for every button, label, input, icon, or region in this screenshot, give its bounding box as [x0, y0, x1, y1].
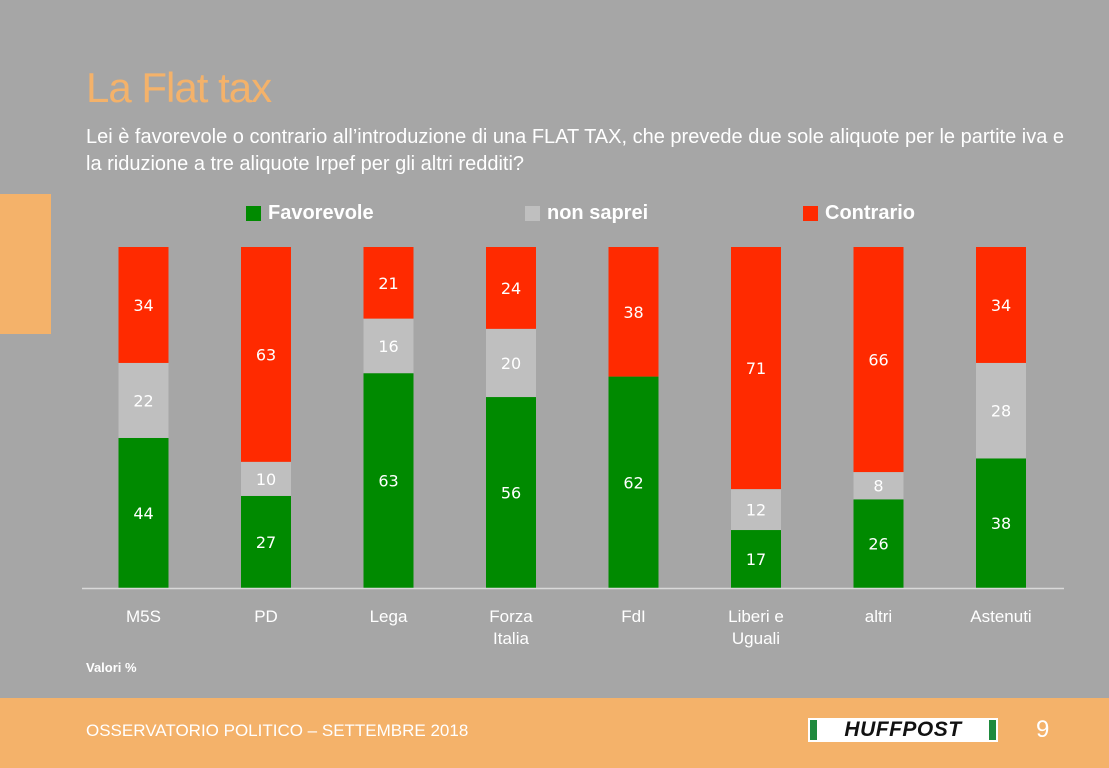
bar-contrario-7	[976, 247, 1026, 363]
huffpost-logo: HUFFPOST	[808, 718, 998, 742]
data-label-favorevole-4: 62	[623, 473, 643, 492]
bar-non-saprei-0	[118, 362, 169, 438]
bar-non-saprei-3	[486, 328, 536, 398]
page-subtitle: Lei è favorevole o contrario all’introdu…	[86, 126, 1064, 175]
data-label-non-saprei-6: 8	[873, 477, 883, 496]
stacked-bar-chart: 44 22 34 M5S 27 10 63 PD 63 16 21 Lega 56 20 24 Forza It…	[82, 247, 1064, 648]
legend-swatch-contrario	[803, 205, 818, 221]
data-label-non-saprei-2: 16	[378, 337, 398, 356]
data-label-contrario-7: 34	[991, 296, 1011, 315]
data-label-favorevole-2: 63	[378, 472, 398, 491]
category-label-6: altri	[865, 607, 892, 626]
side-accent-bar	[0, 194, 51, 334]
legend-swatch-non-saprei	[525, 205, 540, 221]
bar-contrario-2	[363, 247, 414, 319]
bar-favorevole-6	[853, 499, 904, 588]
legend-item-favorevole: Favorevole	[246, 200, 374, 226]
data-label-favorevole-3: 56	[501, 484, 521, 503]
bar-favorevole-3	[486, 397, 536, 588]
data-label-contrario-1: 63	[256, 345, 276, 364]
logo-bar-right	[989, 720, 996, 740]
data-label-non-saprei-0: 22	[133, 391, 153, 410]
data-label-contrario-3: 24	[501, 279, 521, 298]
bar-favorevole-7	[976, 458, 1026, 588]
footer: OSSERVATORIO POLITICO – SETTEMBRE 2018 H…	[0, 698, 1109, 768]
bar-favorevole-1	[241, 495, 291, 588]
data-label-contrario-0: 34	[133, 296, 153, 315]
category-label-7: Astenuti	[970, 607, 1031, 626]
bar-favorevole-0	[118, 437, 169, 588]
bar-non-saprei-7	[976, 362, 1026, 459]
bar-contrario-6	[853, 247, 904, 473]
legend-item-contrario: Contrario	[803, 200, 915, 226]
logo-bar-left	[810, 720, 817, 740]
bar-non-saprei-6	[853, 472, 904, 500]
values-note: Valori %	[86, 660, 137, 675]
bar-contrario-4	[608, 247, 659, 377]
category-label-4: FdI	[621, 607, 646, 626]
data-label-contrario-4: 38	[623, 303, 643, 322]
category-label-1: PD	[254, 607, 278, 626]
data-label-favorevole-0: 44	[133, 504, 153, 523]
data-label-non-saprei-7: 28	[991, 402, 1011, 421]
legend-label-contrario: Contrario	[825, 201, 915, 224]
page-title: La Flat tax	[86, 64, 272, 111]
bar-non-saprei-5	[731, 489, 781, 531]
bar-contrario-5	[731, 247, 781, 490]
data-label-non-saprei-3: 20	[501, 354, 521, 373]
category-label-2: Lega	[370, 607, 408, 626]
bar-contrario-1	[241, 247, 291, 462]
footer-text: OSSERVATORIO POLITICO – SETTEMBRE 2018	[86, 721, 469, 740]
category-label-3: Forza Italia	[489, 607, 533, 648]
data-label-favorevole-5: 17	[746, 550, 766, 569]
logo-text: HUFFPOST	[844, 718, 962, 741]
legend-swatch-favorevole	[246, 205, 261, 221]
bar-favorevole-4	[608, 376, 659, 588]
legend-label-favorevole: Favorevole	[268, 201, 374, 224]
category-label-5: Liberi e Uguali	[728, 607, 784, 648]
data-label-contrario-2: 21	[378, 274, 398, 293]
bar-contrario-0	[118, 247, 169, 363]
data-label-favorevole-6: 26	[868, 535, 888, 554]
legend-label-non-saprei: non saprei	[547, 201, 649, 224]
data-label-contrario-6: 66	[868, 351, 888, 370]
data-label-contrario-5: 71	[746, 359, 766, 378]
bar-non-saprei-1	[241, 461, 291, 496]
data-label-favorevole-7: 38	[991, 514, 1011, 533]
category-label-0: M5S	[126, 607, 161, 626]
bar-favorevole-2	[363, 373, 414, 588]
bar-contrario-3	[486, 247, 536, 329]
page-number: 9	[1036, 716, 1050, 743]
legend-item-non-saprei: non saprei	[525, 200, 648, 226]
data-label-non-saprei-5: 12	[746, 501, 766, 520]
data-label-non-saprei-1: 10	[256, 470, 276, 489]
bar-non-saprei-2	[363, 318, 414, 374]
bar-favorevole-5	[731, 530, 781, 588]
data-label-favorevole-1: 27	[256, 533, 276, 552]
